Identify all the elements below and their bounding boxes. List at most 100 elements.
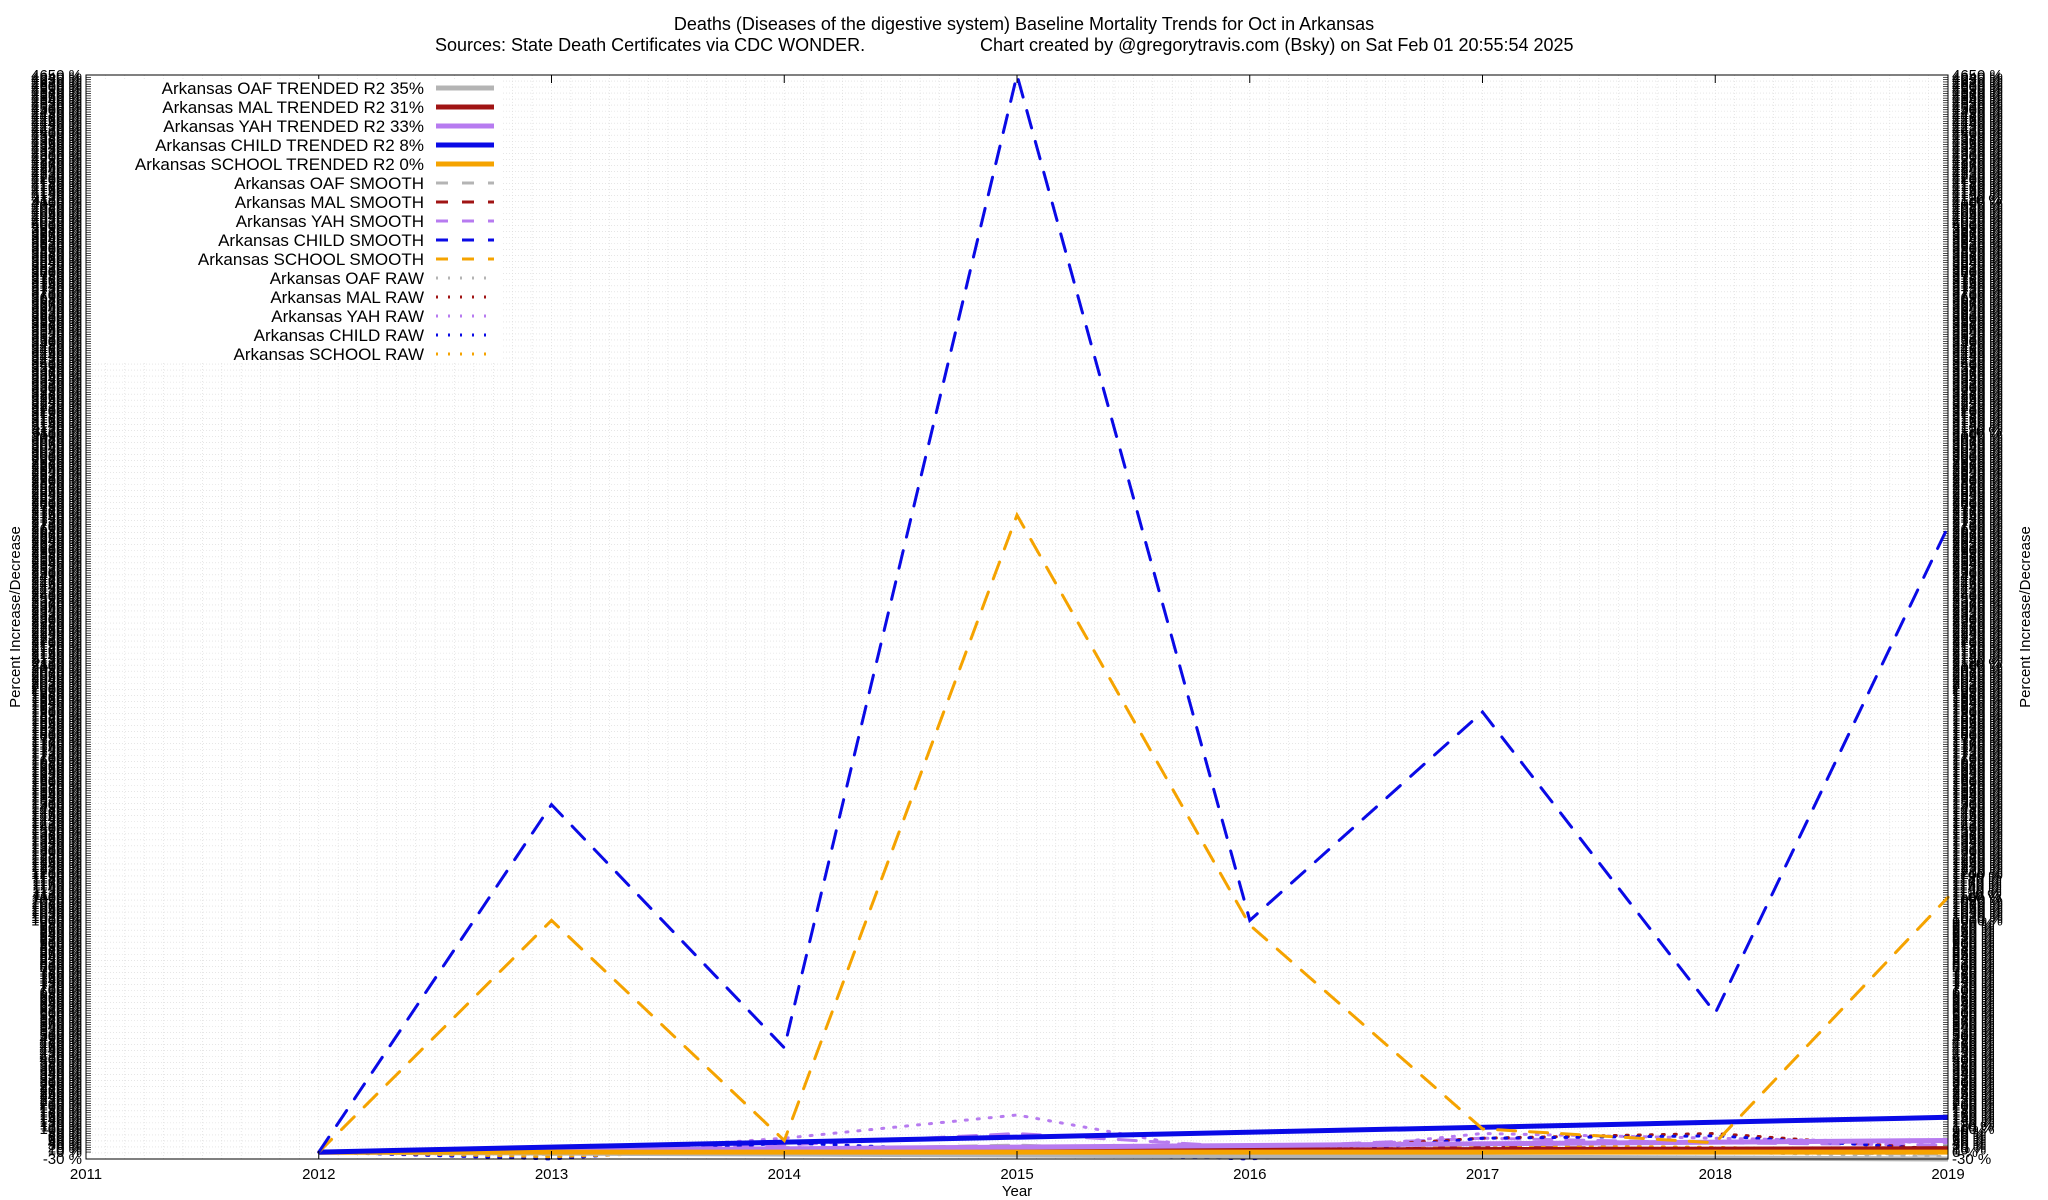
y-tick-label-left: 4240 % xyxy=(31,162,82,179)
y-tick-label-left: 390 % xyxy=(39,1054,82,1071)
y-tick-label-right: 790 % xyxy=(1952,961,1995,978)
y-tick-label-left: 3270 % xyxy=(31,387,82,404)
y-tick-label-right: 3580 % xyxy=(1952,315,2003,332)
y-tick-label-left: 4100 % xyxy=(31,194,82,211)
y-tick-label-right: 4200 % xyxy=(1952,171,2003,188)
y-tick-label-left: 3600 % xyxy=(31,310,82,327)
y-tick-label-right: 3970 % xyxy=(1952,225,2003,242)
y-tick-label-left: 3850 % xyxy=(31,252,82,269)
y-tick-label-right: 3920 % xyxy=(1952,236,2003,253)
y-tick-label-right: 2480 % xyxy=(1952,570,2003,587)
legend-entry-label: Arkansas YAH SMOOTH xyxy=(236,212,424,231)
y-tick-label-left: 3810 % xyxy=(31,262,82,279)
y-tick-label-left: 2180 % xyxy=(31,639,82,656)
y-tick-label-left: 2400 % xyxy=(31,588,82,605)
y-tick-label-left: 1750 % xyxy=(31,739,82,756)
y-tick-label-left: 2370 % xyxy=(31,595,82,612)
y-tick-label-right: 400 % xyxy=(1952,1051,1995,1068)
y-tick-label-right: 1050 % xyxy=(1952,901,2003,918)
y-tick-label-left: 1550 % xyxy=(31,785,82,802)
y-tick-label-left: 3710 % xyxy=(31,285,82,302)
y-tick-label-right: 4580 % xyxy=(1952,83,2003,100)
y-tick-label-left: 2890 % xyxy=(31,475,82,492)
y-tick-label-right: 110 % xyxy=(1952,1119,1993,1136)
y-tick-label-left: 3940 % xyxy=(31,231,82,248)
y-tick-label-right: 900 % xyxy=(1952,936,1995,953)
y-tick-label-left: 200 % xyxy=(39,1098,82,1115)
y-tick-label-right: 1840 % xyxy=(1952,718,2003,735)
y-tick-label-left: 2340 % xyxy=(31,602,82,619)
y-tick-label-left: 10 % xyxy=(48,1142,82,1159)
y-tick-label-left: 2470 % xyxy=(31,572,82,589)
y-tick-label-left: 2830 % xyxy=(31,489,82,506)
y-tick-label-left: 180 % xyxy=(39,1102,82,1119)
y-tick-label-left: 4130 % xyxy=(31,187,82,204)
y-tick-label-right: 970 % xyxy=(1952,919,1995,936)
y-tick-label-left: 3070 % xyxy=(31,433,82,450)
y-tick-label-right: 3090 % xyxy=(1952,428,2003,445)
y-tick-label-left: 3340 % xyxy=(31,370,82,387)
y-tick-label-right: 4640 % xyxy=(1952,69,2003,86)
y-tick-label-left: 1740 % xyxy=(31,741,82,758)
y-tick-label-left: 2480 % xyxy=(31,570,82,587)
y-tick-label-left: 2140 % xyxy=(31,648,82,665)
y-tick-label-right: 870 % xyxy=(1952,943,1995,960)
y-tick-label-left: 3910 % xyxy=(31,238,82,255)
y-tick-label-right: 1470 % xyxy=(1952,804,2003,821)
y-tick-label-right: 4380 % xyxy=(1952,130,2003,147)
y-tick-label-right: 3670 % xyxy=(1952,294,2003,311)
y-tick-label-right: 1120 % xyxy=(1952,885,2002,902)
y-tick-label-left: 2410 % xyxy=(31,586,82,603)
y-tick-label-left: 4320 % xyxy=(31,143,82,160)
y-tick-label-right: 3340 % xyxy=(1952,370,2003,387)
x-axis-label: Year xyxy=(1002,1183,1032,1200)
y-tick-label-right: 4420 % xyxy=(1952,120,2003,137)
y-tick-label-left: 1000 % xyxy=(31,912,82,929)
y-tick-label-right: 2590 % xyxy=(1952,544,2003,561)
y-tick-label-left: 3640 % xyxy=(31,301,82,318)
y-tick-label-right: 2810 % xyxy=(1952,493,2003,510)
y-tick-label-left: 4490 % xyxy=(31,104,82,121)
y-tick-label-left: 2320 % xyxy=(31,607,82,624)
y-tick-label-right: 380 % xyxy=(1952,1056,1995,1073)
y-tick-label-right: 560 % xyxy=(1952,1014,1995,1031)
y-tick-label-right: 1430 % xyxy=(1952,813,2003,830)
y-tick-label-left: 3880 % xyxy=(31,245,82,262)
y-tick-label-right: 1440 % xyxy=(1952,811,2003,828)
y-tick-label-right: 3780 % xyxy=(1952,269,2003,286)
y-tick-label-left: 2810 % xyxy=(31,493,82,510)
y-tick-label-right: 280 % xyxy=(1952,1079,1995,1096)
y-tick-label-right: 410 % xyxy=(1952,1049,1995,1066)
y-tick-label-left: 130 % xyxy=(39,1114,82,1131)
y-tick-label-right: 3370 % xyxy=(1952,363,2003,380)
y-tick-label-left: 350 % xyxy=(39,1063,82,1080)
y-tick-label-left: 3800 % xyxy=(31,264,82,281)
y-tick-label-right: 1130 % xyxy=(1952,882,2002,899)
y-tick-label-right: 1590 % xyxy=(1952,776,2003,793)
y-tick-label-right: 4630 % xyxy=(1952,72,2003,89)
series-line-3 xyxy=(318,1114,1949,1155)
y-tick-label-left: 1190 % xyxy=(32,868,82,885)
y-tick-label-left: 4530 % xyxy=(31,95,82,112)
y-tick-label-right: 1100 % xyxy=(1952,889,2002,906)
y-tick-label-right: 1870 % xyxy=(1952,711,2003,728)
y-tick-label-right: 240 % xyxy=(1952,1088,1995,1105)
y-tick-label-left: 2700 % xyxy=(31,519,82,536)
y-tick-label-left: 500 % xyxy=(39,1028,82,1045)
y-tick-label-left: 2850 % xyxy=(31,484,82,501)
y-tick-label-left: 280 % xyxy=(39,1079,82,1096)
y-tick-label-left: 3060 % xyxy=(31,435,82,452)
y-tick-label-right: 4330 % xyxy=(1952,141,2003,158)
y-tick-label-left: 400 % xyxy=(39,1051,82,1068)
y-tick-label-left: 2130 % xyxy=(31,651,82,668)
y-tick-label-right: 4260 % xyxy=(1952,157,2003,174)
y-tick-label-left: 2000 % xyxy=(31,681,82,698)
y-tick-label-right: 1210 % xyxy=(1952,864,2003,881)
y-tick-label-right: 90 % xyxy=(1952,1123,1986,1140)
y-tick-label-right: 3460 % xyxy=(1952,343,2003,360)
y-tick-label-right: 2190 % xyxy=(1952,637,2003,654)
y-tick-label-left: 450 % xyxy=(39,1040,82,1057)
y-tick-label-right: 1320 % xyxy=(1952,838,2003,855)
y-tick-label-right: 4570 % xyxy=(1952,86,2003,103)
y-tick-label-left: 3210 % xyxy=(31,401,82,418)
